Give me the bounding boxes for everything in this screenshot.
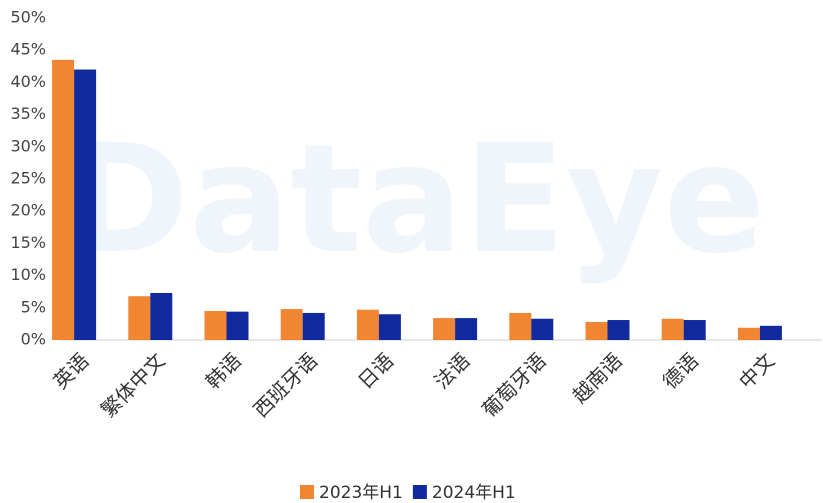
bar (302, 312, 325, 340)
bar (683, 320, 706, 340)
x-tick-label: 韩语 (201, 348, 246, 393)
bar (737, 327, 760, 340)
x-tick-label: 越南语 (568, 348, 627, 407)
bar (531, 318, 554, 340)
y-tick-label: 30% (10, 136, 46, 155)
bar (128, 296, 151, 340)
y-tick-label: 35% (10, 104, 46, 123)
y-tick-label: 15% (10, 233, 46, 252)
x-tick-label: 德语 (658, 348, 703, 393)
bar (433, 318, 456, 340)
bar (356, 309, 379, 340)
bar (585, 321, 608, 340)
watermark: DataEye (65, 113, 766, 287)
bar (74, 69, 97, 341)
bar (759, 325, 782, 340)
y-tick-label: 0% (21, 330, 46, 349)
bar (455, 318, 478, 340)
y-tick-label: 45% (10, 40, 46, 59)
x-tick-label: 葡萄牙语 (477, 348, 551, 422)
y-tick-label: 40% (10, 72, 46, 91)
x-tick-label: 日语 (353, 348, 398, 393)
legend-label: 2024年H1 (432, 483, 516, 503)
bar (378, 314, 401, 340)
bar (607, 320, 630, 340)
bar (661, 318, 684, 340)
bar (150, 292, 173, 340)
legend-label: 2023年H1 (319, 483, 403, 503)
bar (204, 311, 227, 340)
x-tick-label: 繁体中文 (96, 348, 170, 422)
bar (226, 311, 249, 340)
x-tick-label: 英语 (48, 348, 93, 393)
bar (52, 59, 75, 341)
x-tick-label: 西班牙语 (249, 348, 323, 422)
legend-swatch (412, 485, 427, 499)
legend-swatch (300, 485, 314, 499)
x-tick-label: 中文 (734, 348, 779, 393)
y-tick-label: 50% (10, 8, 46, 27)
bar (280, 309, 303, 340)
bar (509, 312, 532, 340)
y-tick-label: 5% (21, 297, 46, 316)
x-tick-label: 法语 (429, 348, 474, 393)
y-tick-label: 10% (10, 265, 46, 284)
y-tick-label: 25% (10, 169, 46, 188)
y-tick-label: 20% (10, 201, 46, 220)
